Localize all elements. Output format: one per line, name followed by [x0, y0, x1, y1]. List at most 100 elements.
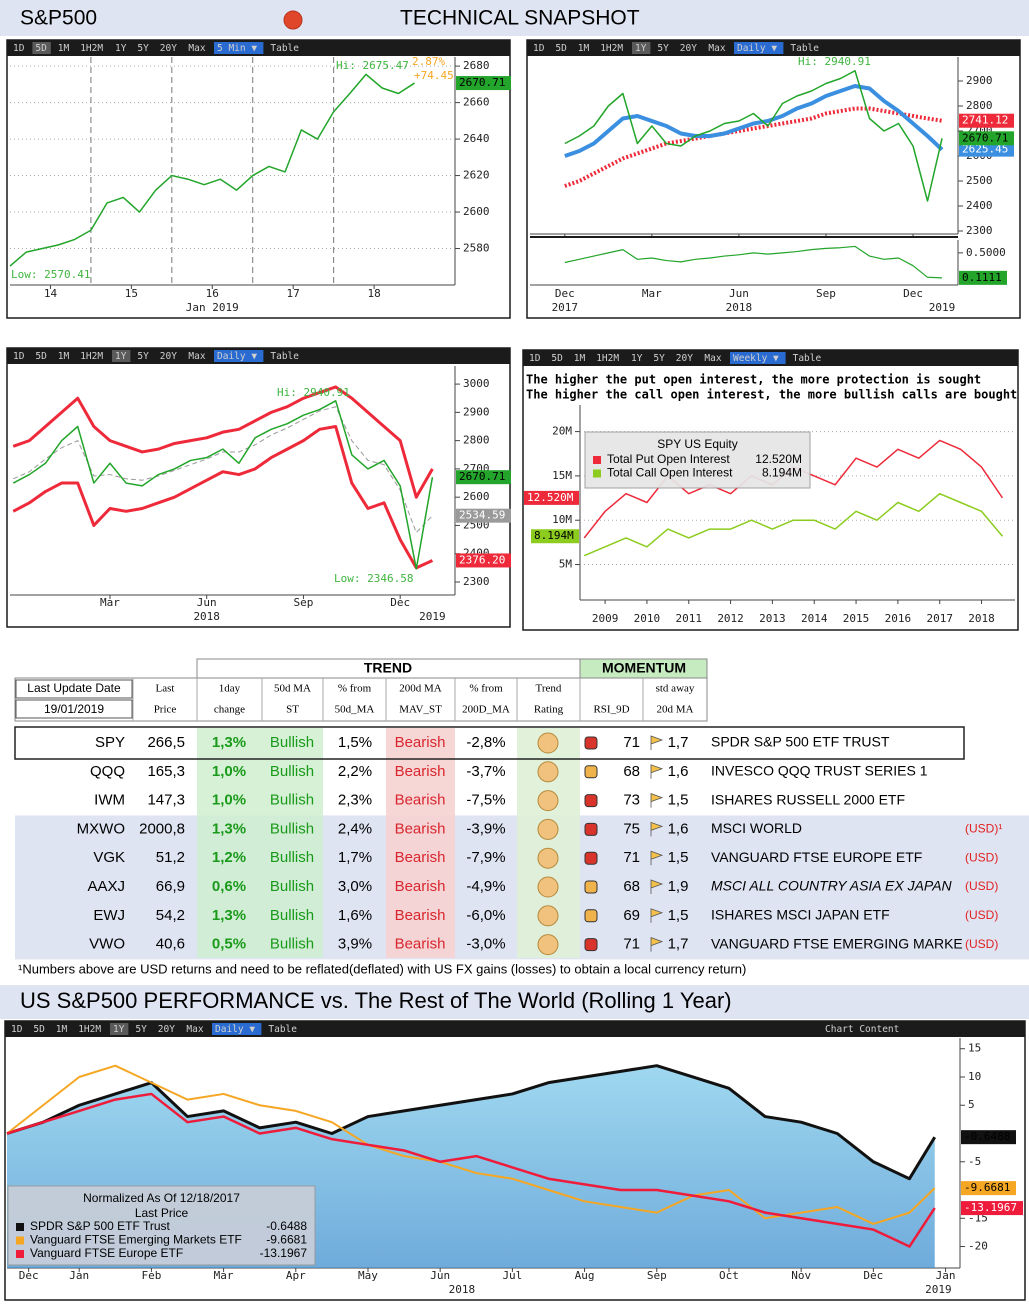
cell: 3,9%: [338, 936, 372, 953]
header-left: S&P500: [20, 7, 97, 30]
cell: Bullish: [270, 907, 314, 924]
x-tick-label: Sep: [816, 287, 836, 300]
series-line: [564, 70, 943, 202]
toolbar-item[interactable]: 5Y: [135, 1024, 147, 1035]
legend-entry: SPDR S&P 500 ETF Trust: [30, 1219, 170, 1233]
cell: Bearish: [395, 763, 446, 780]
toolbar-item[interactable]: 20Y: [160, 43, 177, 54]
toolbar-item[interactable]: 1H2M: [80, 351, 103, 362]
toolbar-item[interactable]: 1H2M: [78, 1024, 101, 1035]
cell: 1,3%: [212, 820, 246, 837]
toolbar-item[interactable]: 1D: [13, 43, 25, 54]
row-highlight: [14, 726, 965, 760]
header-icon: [283, 10, 303, 30]
toolbar-item[interactable]: 1M: [58, 43, 70, 54]
toolbar-item[interactable]: 1M: [58, 351, 70, 362]
annotation: +74.45: [414, 69, 454, 82]
toolbar-item[interactable]: Chart Content: [825, 1024, 899, 1035]
toolbar-item[interactable]: 5D: [35, 43, 47, 54]
toolbar-item[interactable]: Table: [790, 43, 819, 54]
annotation: Hi: 2940.91: [798, 55, 871, 68]
toolbar-item[interactable]: 1M: [56, 1024, 68, 1035]
toolbar-item[interactable]: Max: [708, 43, 725, 54]
y-tick-label: 2620: [463, 169, 490, 182]
y-tick-label: 2800: [463, 434, 490, 447]
toolbar-item[interactable]: 20Y: [160, 351, 177, 362]
group-label: TREND: [364, 660, 412, 676]
y-tick-label: 2900: [463, 405, 490, 418]
toolbar-item[interactable]: 5D: [35, 351, 47, 362]
cell: 0,5%: [212, 936, 246, 953]
cell: ISHARES RUSSELL 2000 ETF: [711, 791, 905, 807]
cell: IWM: [94, 792, 125, 809]
toolbar-item[interactable]: Table: [270, 351, 299, 362]
y-tick-label: 20M: [552, 425, 572, 438]
toolbar-item[interactable]: 5Y: [137, 43, 149, 54]
toolbar-item[interactable]: 1Y: [115, 351, 127, 362]
x-tick-label: 2017: [926, 612, 953, 625]
toolbar-item[interactable]: Max: [704, 353, 721, 364]
series-line: [564, 106, 943, 188]
legend-entry: Total Put Open Interest: [607, 452, 730, 466]
cell: 71: [623, 936, 640, 953]
toolbar-item[interactable]: Daily ▼: [217, 351, 257, 362]
x-tick-label: 2011: [676, 612, 703, 625]
toolbar-item[interactable]: Table: [270, 43, 299, 54]
cell: AAXJ: [87, 878, 125, 895]
x-tick-label: Mar: [214, 1269, 234, 1282]
cell: -2,8%: [466, 734, 505, 751]
toolbar-menu: [212, 1023, 262, 1035]
toolbar-item[interactable]: 5D: [551, 353, 563, 364]
toolbar-item[interactable]: 1D: [13, 351, 25, 362]
cell: MSCI WORLD: [711, 820, 802, 836]
toolbar-item[interactable]: Max: [188, 43, 205, 54]
x-tick-label: 2016: [885, 612, 912, 625]
cell: 1,6%: [338, 907, 372, 924]
toolbar-item[interactable]: 5Y: [653, 353, 665, 364]
toolbar-item[interactable]: 5Y: [137, 351, 149, 362]
toolbar-item[interactable]: 20Y: [158, 1024, 175, 1035]
toolbar-item[interactable]: Daily ▼: [737, 43, 777, 54]
toolbar-item[interactable]: 1H2M: [80, 43, 103, 54]
toolbar-item[interactable]: 1H2M: [596, 353, 619, 364]
toolbar-item[interactable]: 1H2M: [600, 43, 623, 54]
x-period-label: 2019: [925, 1283, 952, 1296]
toolbar-item[interactable]: 1Y: [115, 43, 127, 54]
toolbar-item[interactable]: 5Y: [657, 43, 669, 54]
legend-swatch: [16, 1250, 24, 1258]
toolbar-item[interactable]: 1M: [578, 43, 590, 54]
toolbar-item[interactable]: 20Y: [680, 43, 697, 54]
toolbar-item[interactable]: 1Y: [635, 43, 647, 54]
toolbar-item[interactable]: Table: [793, 353, 822, 364]
toolbar-item[interactable]: 1D: [11, 1024, 23, 1035]
cell: Bullish: [270, 792, 314, 809]
legend-entry: Total Call Open Interest: [607, 466, 733, 480]
cell: -7,9%: [466, 849, 505, 866]
toolbar-active: [110, 1023, 129, 1035]
cell: VANGUARD FTSE EMERGING MARKE: [711, 935, 963, 951]
toolbar-item[interactable]: Weekly ▼: [733, 353, 779, 364]
toolbar-item[interactable]: 1D: [533, 43, 545, 54]
toolbar-item[interactable]: Max: [186, 1024, 203, 1035]
x-tick-label: May: [358, 1269, 378, 1282]
header-label: 50d_MA: [335, 704, 375, 716]
cell: Bearish: [395, 936, 446, 953]
toolbar-item[interactable]: Max: [188, 351, 205, 362]
cell: 1,3%: [212, 907, 246, 924]
cell: 1,6: [668, 820, 689, 837]
toolbar-item[interactable]: 1Y: [113, 1024, 125, 1035]
cell: 0,6%: [212, 878, 246, 895]
toolbar-item[interactable]: 20Y: [676, 353, 693, 364]
toolbar-item[interactable]: 1Y: [631, 353, 643, 364]
toolbar-item[interactable]: Table: [268, 1024, 297, 1035]
toolbar-item[interactable]: Daily ▼: [215, 1024, 255, 1035]
toolbar-item[interactable]: 1M: [574, 353, 586, 364]
toolbar-item[interactable]: 5D: [555, 43, 567, 54]
cell-currency: (USD): [965, 850, 998, 864]
cell: -3,7%: [466, 763, 505, 780]
header-label: % from: [338, 683, 372, 695]
toolbar-item[interactable]: 1D: [529, 353, 541, 364]
toolbar-item[interactable]: 5D: [33, 1024, 45, 1035]
cell: INVESCO QQQ TRUST SERIES 1: [711, 763, 928, 779]
toolbar-item[interactable]: 5 Min ▼: [217, 43, 257, 54]
